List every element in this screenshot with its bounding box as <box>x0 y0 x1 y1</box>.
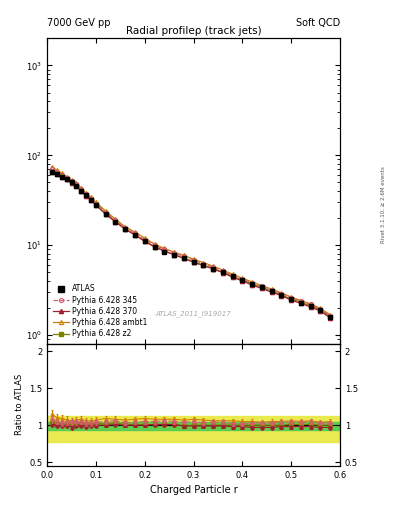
Text: Soft QCD: Soft QCD <box>296 18 340 28</box>
Y-axis label: Ratio to ATLAS: Ratio to ATLAS <box>15 374 24 436</box>
Text: 7000 GeV pp: 7000 GeV pp <box>47 18 111 28</box>
Legend: ATLAS, Pythia 6.428 345, Pythia 6.428 370, Pythia 6.428 ambt1, Pythia 6.428 z2: ATLAS, Pythia 6.428 345, Pythia 6.428 37… <box>51 283 149 340</box>
Text: ATLAS_2011_I919017: ATLAS_2011_I919017 <box>156 310 231 316</box>
Title: Radial profileρ (track jets): Radial profileρ (track jets) <box>126 26 261 36</box>
X-axis label: Charged Particle r: Charged Particle r <box>150 485 237 495</box>
Text: Rivet 3.1.10, ≥ 2.6M events: Rivet 3.1.10, ≥ 2.6M events <box>381 166 386 243</box>
